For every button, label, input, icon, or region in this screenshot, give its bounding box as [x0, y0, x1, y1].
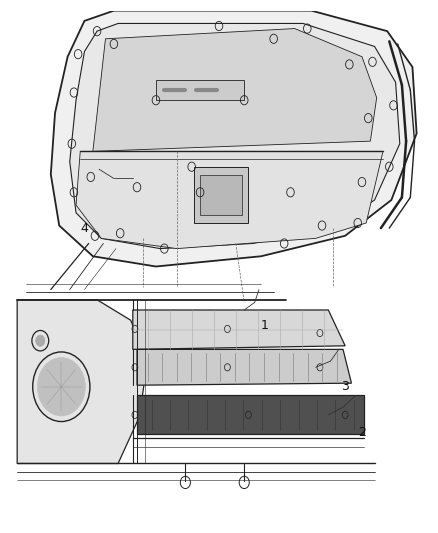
Polygon shape — [194, 167, 248, 223]
Polygon shape — [156, 80, 244, 100]
Text: 4: 4 — [81, 222, 88, 235]
Text: 3: 3 — [341, 380, 349, 393]
Text: 1: 1 — [261, 319, 269, 332]
Circle shape — [37, 358, 85, 416]
Circle shape — [35, 335, 45, 346]
Polygon shape — [137, 395, 364, 434]
Polygon shape — [17, 300, 148, 464]
Polygon shape — [70, 23, 400, 248]
Polygon shape — [93, 29, 377, 151]
Text: 2: 2 — [358, 426, 366, 439]
Polygon shape — [133, 310, 345, 350]
Polygon shape — [200, 175, 242, 215]
Polygon shape — [76, 151, 383, 248]
Polygon shape — [51, 11, 417, 266]
Polygon shape — [137, 350, 351, 385]
